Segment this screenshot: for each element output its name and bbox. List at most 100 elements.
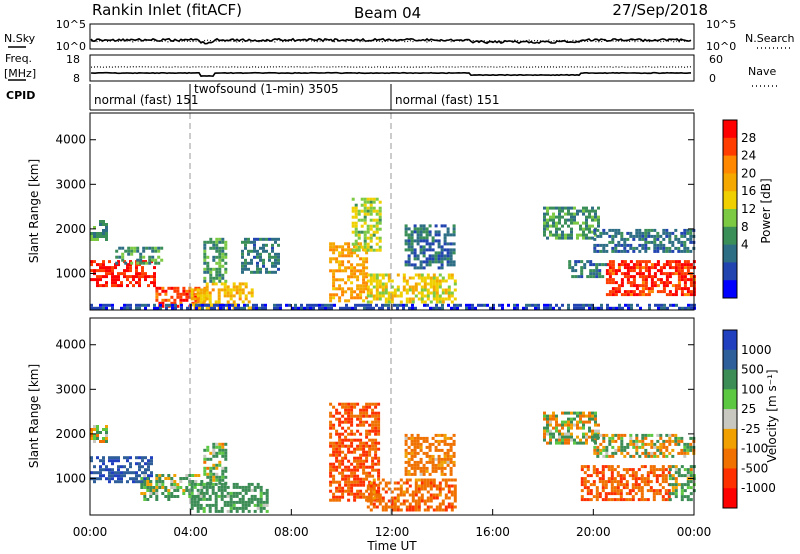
data-cell [546,420,549,424]
data-cell [117,284,120,288]
data-cell [411,285,415,289]
data-cell [232,503,236,507]
data-cell [138,465,141,469]
data-cell [359,456,363,460]
data-cell [335,486,339,490]
data-cell [341,251,345,255]
data-cell [327,306,330,310]
data-cell [453,487,457,491]
data-cell [579,227,582,231]
data-cell [347,426,351,430]
data-cell [138,275,141,279]
beam-title: Beam 04 [354,4,421,22]
data-cell [616,480,620,484]
data-cell [208,485,212,489]
data-cell [393,505,397,509]
data-cell [244,488,248,492]
data-cell [683,287,687,291]
data-cell [447,297,451,301]
data-cell [252,303,255,307]
data-cell [606,303,609,307]
data-cell [377,486,381,490]
data-cell [674,439,678,443]
data-cell [589,498,593,502]
data-cell [167,286,171,290]
data-cell [663,303,666,307]
data-cell [232,506,236,510]
data-cell [378,291,382,295]
data-cell [419,227,423,231]
data-cell [365,435,369,439]
data-region [404,224,456,270]
data-cell [605,451,609,455]
data-cell [208,300,212,304]
data-cell [674,483,678,487]
data-cell [344,429,348,433]
data-cell [193,288,197,292]
data-cell [356,477,360,481]
data-cell [646,483,650,487]
data-cell [93,480,96,484]
data-cell [604,498,608,502]
data-cell [674,263,678,267]
data-cell [589,272,593,276]
data-cell [665,454,669,458]
data-cell [372,490,376,494]
data-cell [228,306,231,310]
data-cell [431,460,435,464]
data-cell [437,257,441,261]
data-cell [580,480,584,484]
data-cell [360,224,364,228]
data-cell [371,468,375,472]
data-cell [453,499,457,503]
data-cell [558,227,561,231]
data-cell [516,306,519,310]
data-cell [656,269,660,273]
data-cell [677,246,681,250]
data-cell [218,481,222,485]
data-cell [659,246,663,250]
data-cell [486,303,489,307]
data-cell [244,503,248,507]
data-cell [338,251,342,255]
data-cell [126,278,129,282]
data-cell [154,249,158,253]
data-cell [601,477,605,481]
data-cell [674,228,678,232]
data-cell [546,432,549,436]
data-region [90,303,696,310]
y-tick-label: 3000 [55,177,86,191]
data-cell [552,432,555,436]
data-cell [626,249,630,253]
data-cell [129,462,132,466]
x-tick-label: 08:00 [274,525,309,539]
data-cell [130,246,134,250]
data-cell [671,448,675,452]
data-cell [203,255,207,259]
data-cell [212,255,216,259]
data-cell [614,448,618,452]
y-tick-label: 1000 [55,471,86,485]
data-cell [629,246,633,250]
data-cell [608,272,612,276]
data-cell [396,487,400,491]
data-cell [407,254,411,258]
data-cell [353,405,357,409]
data-cell [680,448,684,452]
data-cell [456,303,459,307]
data-cell [582,411,585,415]
data-cell [338,498,342,502]
data-cell [425,236,429,240]
data-cell [353,269,357,273]
data-cell [619,495,623,499]
data-cell [407,451,411,455]
data-cell [212,454,216,458]
data-cell [121,252,125,256]
data-cell [452,242,456,246]
data-cell [616,498,620,502]
data-cell [552,218,555,222]
data-cell [689,448,693,452]
data-cell [434,448,438,452]
data-cell [365,495,369,499]
data-cell [646,474,650,478]
